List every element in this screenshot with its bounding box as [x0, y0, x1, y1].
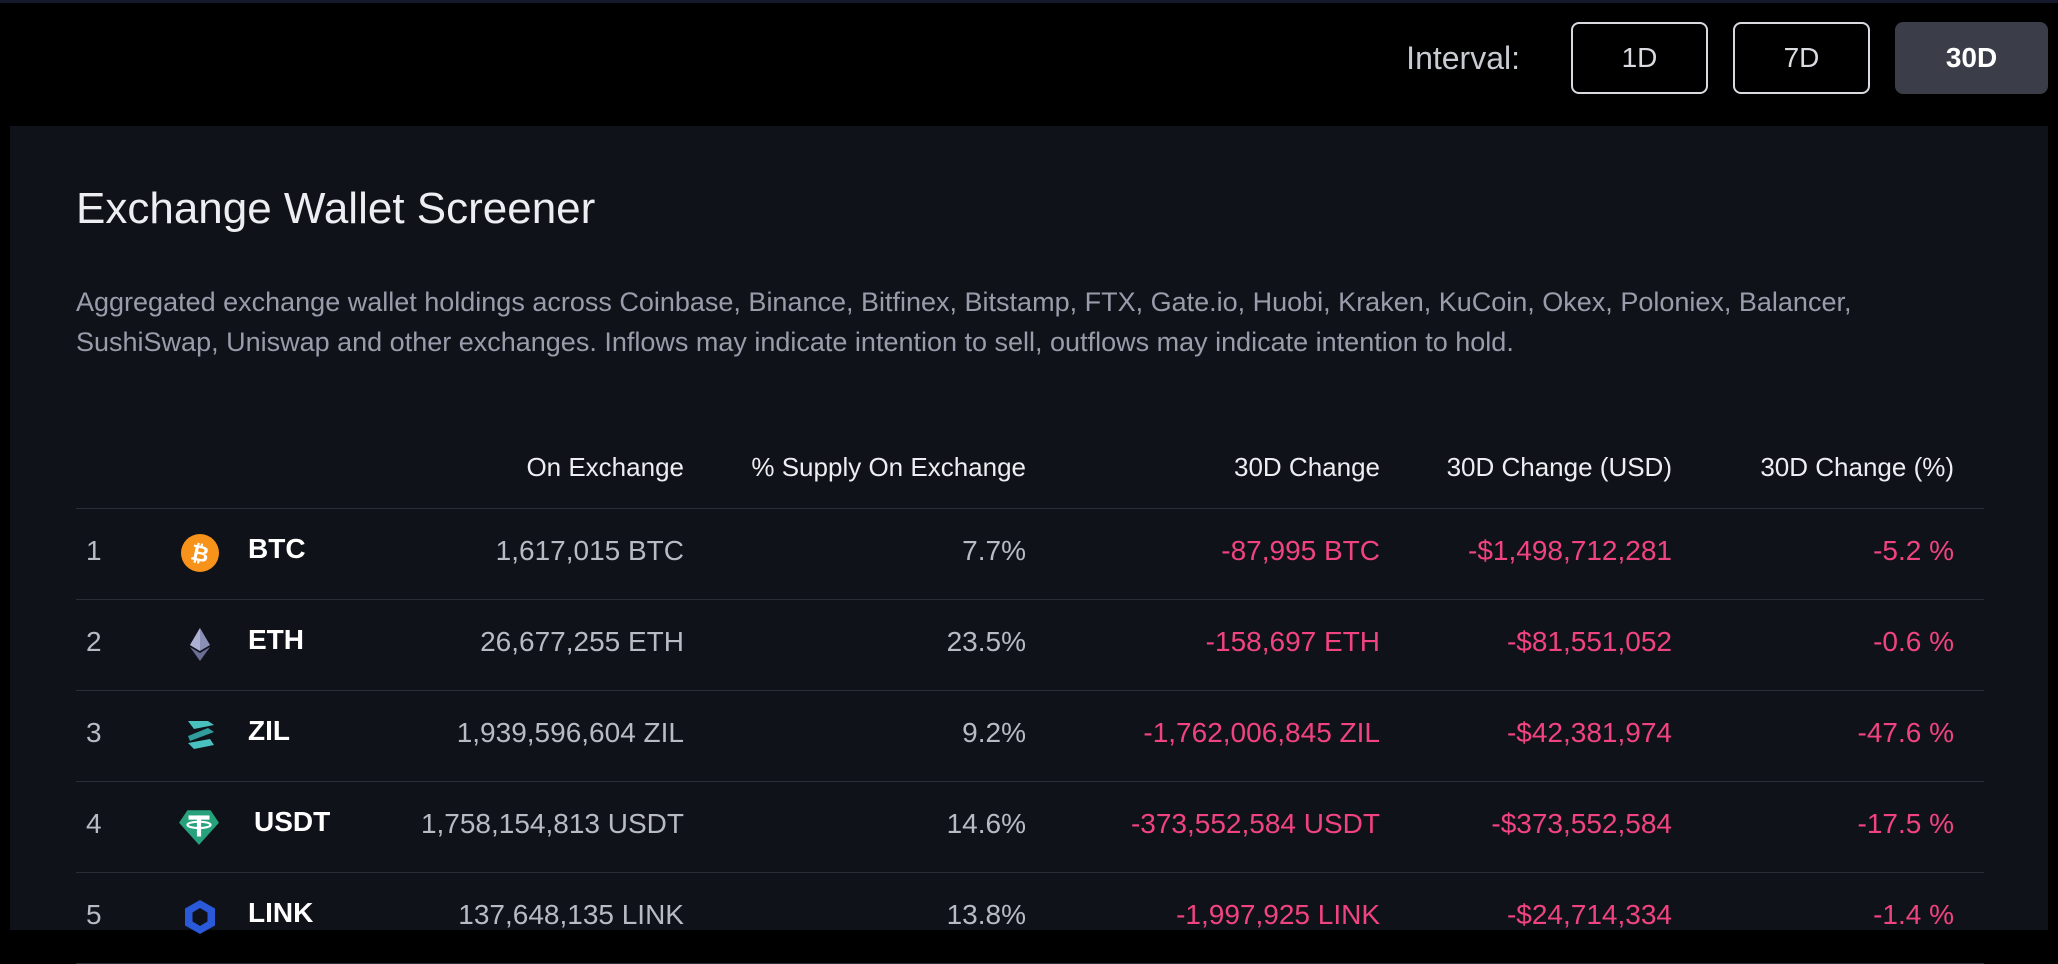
row-rank: 2: [86, 626, 102, 657]
table-row[interactable]: 4 USDT 1,758,154,813 USDT 14.6% -373,552…: [76, 782, 1984, 873]
interval-30d-button[interactable]: 30D: [1895, 22, 2048, 94]
change-pct-value: -17.5 %: [1857, 808, 1955, 839]
change-pct-value: -5.2 %: [1873, 535, 1954, 566]
coin-symbol[interactable]: ETH: [248, 624, 304, 655]
table-header: On Exchange % Supply On Exchange 30D Cha…: [76, 410, 1984, 509]
row-rank: 3: [86, 717, 102, 748]
change-value: -373,552,584 USDT: [1130, 808, 1380, 839]
row-rank: 1: [86, 535, 102, 566]
supply-pct-value: 7.7%: [962, 535, 1026, 566]
change-usd-value: -$24,714,334: [1506, 899, 1672, 930]
zilliqa-icon: [188, 721, 214, 749]
supply-pct-value: 14.6%: [946, 808, 1026, 839]
change-usd-value: -$1,498,712,281: [1468, 535, 1672, 566]
tether-icon: [179, 810, 219, 845]
coin-symbol[interactable]: ZIL: [248, 715, 290, 746]
row-rank: 4: [86, 808, 102, 839]
screener-title: Exchange Wallet Screener: [76, 184, 596, 233]
change-usd-value: -$81,551,052: [1506, 626, 1672, 657]
on-exchange-value: 1,939,596,604 ZIL: [456, 717, 684, 748]
ethereum-icon: [190, 628, 210, 661]
screener-description: Aggregated exchange wallet holdings acro…: [76, 287, 1852, 357]
header-on-exchange[interactable]: On Exchange: [526, 452, 684, 482]
coin-symbol[interactable]: USDT: [254, 806, 331, 837]
screener-card: Exchange Wallet Screener Aggregated exch…: [10, 126, 2048, 964]
table-row[interactable]: 1 ₿ BTC 1,617,015 BTC 7.7% -87,995 BTC -…: [76, 509, 1984, 600]
change-value: -158,697 ETH: [1205, 626, 1380, 657]
row-rank: 5: [86, 899, 102, 930]
header-supply-on-exchange[interactable]: % Supply On Exchange: [751, 452, 1026, 482]
on-exchange-value: 26,677,255 ETH: [480, 626, 684, 657]
table-row[interactable]: 2 ETH 26,677,255 ETH 23.5% -158,697 ETH …: [76, 600, 1984, 691]
supply-pct-value: 23.5%: [946, 626, 1026, 657]
on-exchange-value: 1,617,015 BTC: [495, 535, 684, 566]
on-exchange-value: 1,758,154,813 USDT: [420, 808, 684, 839]
change-value: -87,995 BTC: [1221, 535, 1380, 566]
chainlink-icon: [185, 900, 215, 934]
interval-1d-button[interactable]: 1D: [1571, 22, 1708, 94]
interval-7d-button[interactable]: 7D: [1733, 22, 1870, 94]
screener-table: On Exchange % Supply On Exchange 30D Cha…: [76, 410, 1984, 964]
change-usd-value: -$373,552,584: [1491, 808, 1672, 839]
coin-symbol[interactable]: BTC: [248, 533, 306, 564]
header-30d-change-pct[interactable]: 30D Change (%): [1760, 452, 1954, 482]
change-pct-value: -0.6 %: [1873, 626, 1954, 657]
top-border: [0, 0, 2058, 3]
change-pct-value: -47.6 %: [1857, 717, 1955, 748]
coin-symbol[interactable]: LINK: [248, 897, 314, 928]
interval-label: Interval:: [1406, 39, 1520, 76]
change-value: -1,762,006,845 ZIL: [1143, 717, 1380, 748]
table-row[interactable]: 5 LINK 137,648,135 LINK 13.8% -1,997,925…: [76, 873, 1984, 964]
change-usd-value: -$42,381,974: [1506, 717, 1672, 748]
supply-pct-value: 13.8%: [946, 899, 1026, 930]
interval-selector: Interval: 1D 7D 30D: [1406, 22, 2048, 94]
table-row[interactable]: 3 ZIL 1,939,596,604 ZIL 9.2% -1,762,006,…: [76, 691, 1984, 782]
header-30d-change-usd[interactable]: 30D Change (USD): [1446, 452, 1672, 482]
on-exchange-value: 137,648,135 LINK: [458, 899, 684, 930]
bitcoin-icon: ₿: [181, 534, 219, 572]
supply-pct-value: 9.2%: [962, 717, 1026, 748]
header-30d-change[interactable]: 30D Change: [1234, 452, 1380, 482]
svg-text:₿: ₿: [188, 540, 211, 568]
change-pct-value: -1.4 %: [1873, 899, 1954, 930]
change-value: -1,997,925 LINK: [1176, 899, 1380, 930]
